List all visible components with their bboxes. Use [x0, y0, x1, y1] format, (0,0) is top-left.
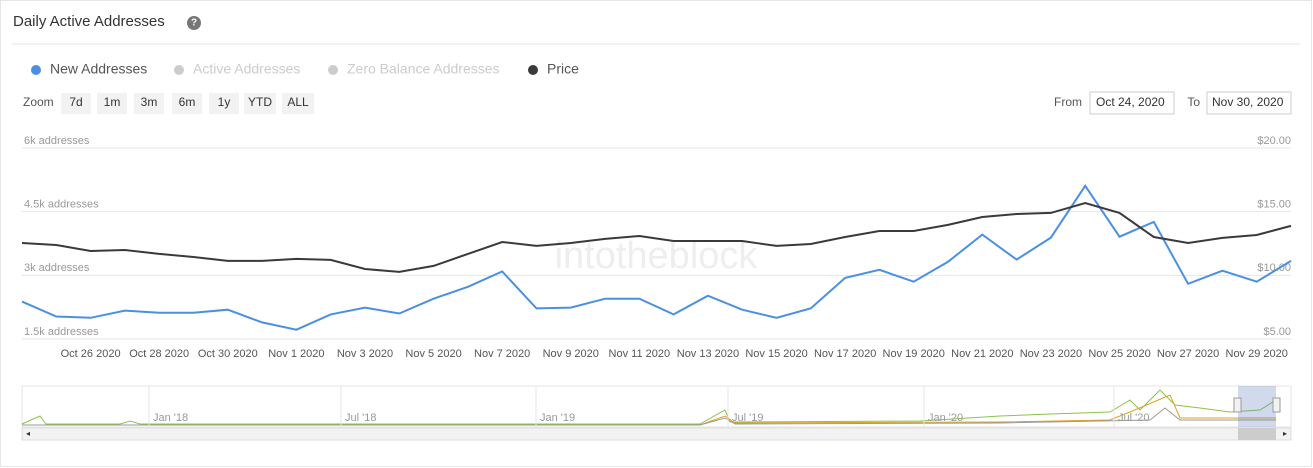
- zoom-button-label[interactable]: 1m: [104, 95, 121, 109]
- to-label: To: [1187, 95, 1200, 109]
- x-tick-label: Nov 3 2020: [337, 348, 393, 360]
- x-tick-label: Nov 7 2020: [474, 348, 530, 360]
- x-tick-label: Nov 19 2020: [883, 348, 945, 360]
- series-line: [21, 201, 1292, 273]
- zoom-button-label[interactable]: 7d: [69, 95, 82, 109]
- help-icon[interactable]: [187, 16, 201, 30]
- legend-item[interactable]: New Addresses: [50, 61, 147, 77]
- zoom-button[interactable]: [244, 93, 276, 114]
- zoom-button-label[interactable]: ALL: [287, 95, 309, 109]
- x-tick-label: Nov 13 2020: [677, 348, 739, 360]
- navigator: ◂ ▸ Jan '18 Jul '18 Jan '19 Jul '19 Jan '20 J…: [21, 385, 1292, 441]
- x-tick-label: Nov 1 2020: [268, 348, 324, 360]
- navigator-mask[interactable]: [1238, 386, 1276, 427]
- legend-marker[interactable]: [31, 65, 41, 75]
- zoom-button[interactable]: [172, 93, 202, 114]
- navigator-handle[interactable]: [1272, 397, 1281, 413]
- scrollbar-thumb[interactable]: [1238, 428, 1276, 440]
- navigator-label: Jan '20: [928, 412, 963, 424]
- scroll-right[interactable]: ▸: [1283, 429, 1287, 438]
- y-tick-label: 3k addresses: [24, 262, 90, 274]
- watermark: intotheblock: [555, 235, 759, 277]
- navigator-label: Jan '19: [540, 412, 575, 424]
- navigator-label: Jul '20: [1118, 412, 1149, 424]
- legend-item[interactable]: Zero Balance Addresses: [347, 61, 500, 77]
- y-tick-label: 4.5k addresses: [24, 199, 99, 211]
- navigator-line: [21, 389, 1277, 425]
- to-value[interactable]: Nov 30, 2020: [1212, 95, 1284, 109]
- y-tick-label: 6k addresses: [24, 135, 90, 147]
- x-tick-label: Oct 30 2020: [198, 348, 258, 360]
- navigator-line: [22, 394, 1276, 426]
- zoom-button[interactable]: [61, 93, 91, 114]
- x-tick-label: Oct 28 2020: [129, 348, 189, 360]
- navigator-label: Jul '19: [732, 412, 763, 424]
- x-tick-label: Nov 21 2020: [951, 348, 1013, 360]
- zoom-button[interactable]: [134, 93, 164, 114]
- x-tick-label: Nov 29 2020: [1226, 348, 1288, 360]
- navigator-label: Jul '18: [345, 412, 376, 424]
- scrollbar-track[interactable]: [21, 427, 1292, 441]
- x-tick-label: Nov 27 2020: [1157, 348, 1219, 360]
- to-input[interactable]: [1206, 91, 1292, 115]
- x-tick-label: Nov 11 2020: [609, 348, 671, 360]
- y2-tick-label: $15.00: [1257, 199, 1291, 211]
- y-tick-label: 1.5k addresses: [24, 326, 99, 338]
- zoom-button[interactable]: [282, 93, 314, 114]
- legend-marker[interactable]: [174, 65, 184, 75]
- zoom-button-label[interactable]: YTD: [248, 95, 272, 109]
- scroll-left[interactable]: ◂: [26, 429, 30, 438]
- x-tick-label: Nov 9 2020: [543, 348, 599, 360]
- x-tick-label: Nov 5 2020: [405, 348, 461, 360]
- navigator-handle[interactable]: [1233, 397, 1242, 413]
- legend-item[interactable]: Active Addresses: [193, 61, 300, 77]
- x-tick-label: Oct 26 2020: [61, 348, 121, 360]
- from-label: From: [1054, 95, 1082, 109]
- legend-marker[interactable]: [328, 65, 338, 75]
- zoom-label: Zoom: [23, 95, 54, 109]
- from-input[interactable]: [1089, 91, 1175, 115]
- legend-item[interactable]: Price: [547, 61, 579, 77]
- navigator-line: [22, 407, 1276, 426]
- navigator-label: Jan '18: [153, 412, 188, 424]
- x-tick-label: Nov 15 2020: [745, 348, 807, 360]
- y2-tick-label: $5.00: [1263, 326, 1291, 338]
- from-value[interactable]: Oct 24, 2020: [1096, 95, 1165, 109]
- zoom-button-label[interactable]: 6m: [179, 95, 196, 109]
- title: Daily Active Addresses: [13, 13, 165, 30]
- x-tick-label: Nov 17 2020: [814, 348, 876, 360]
- zoom-button[interactable]: [209, 93, 239, 114]
- series-line: [21, 183, 1292, 331]
- y2-tick-label: $20.00: [1257, 135, 1291, 147]
- zoom-button-label[interactable]: 1y: [218, 95, 231, 109]
- zoom-button[interactable]: [97, 93, 127, 114]
- zoom-button-label[interactable]: 3m: [141, 95, 158, 109]
- x-tick-label: Nov 25 2020: [1088, 348, 1150, 360]
- x-tick-label: Nov 23 2020: [1020, 348, 1082, 360]
- help-text: ?: [191, 18, 197, 29]
- legend-marker[interactable]: [528, 65, 538, 75]
